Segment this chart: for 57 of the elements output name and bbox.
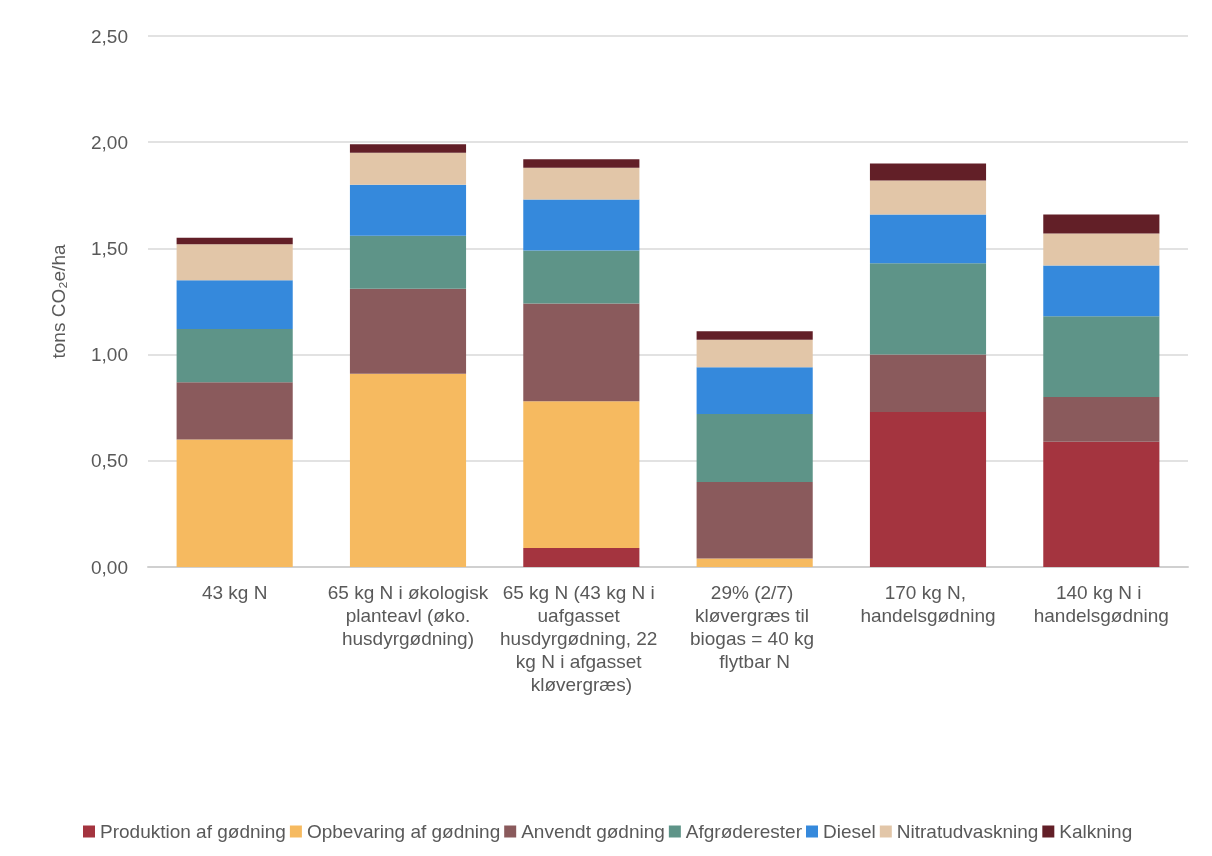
bar xyxy=(869,354,987,412)
bar xyxy=(869,180,987,215)
bar xyxy=(349,373,467,567)
x-tick-label: 43 kg N xyxy=(201,582,268,603)
legend-label: Opbevaring af gødning xyxy=(306,821,501,842)
x-tick-label: 65 kg N (43 kg N i uafgasset husdyrgødning, 22 kg N i afgasset kløvergræs) xyxy=(500,582,663,695)
legend-label: Nitratudvaskning xyxy=(896,821,1039,842)
legend-label: Produktion af gødning xyxy=(100,821,286,842)
bar xyxy=(696,482,813,559)
y-axis-title: tons CO₂e/ha xyxy=(48,244,69,359)
x-tick-label: 170 kg N, handelsgødning xyxy=(860,582,996,626)
bar xyxy=(349,184,467,236)
bar xyxy=(696,331,813,340)
legend-label: Anvendt gødning xyxy=(521,821,665,842)
x-tick-label: 65 kg N i økologisk planteavl (øko. husdyrgødning) xyxy=(327,582,489,649)
bar xyxy=(176,237,293,245)
bar xyxy=(349,235,467,289)
bar xyxy=(176,382,293,440)
bar xyxy=(349,152,467,185)
y-tick-label: 0,50 xyxy=(91,450,128,472)
bar xyxy=(176,439,293,567)
bar xyxy=(176,329,293,383)
bar xyxy=(523,159,640,168)
bar xyxy=(1043,265,1160,317)
bar xyxy=(523,303,640,402)
bar xyxy=(523,401,640,548)
y-tick-label: 2,50 xyxy=(91,25,128,47)
bar xyxy=(869,214,987,264)
bar xyxy=(869,263,987,355)
bar xyxy=(869,411,987,567)
legend-label: Diesel xyxy=(823,821,876,842)
y-tick-label: 1,00 xyxy=(91,344,128,366)
legend-label: Kalkning xyxy=(1059,821,1133,842)
legend-label: Afgrøderester xyxy=(685,821,803,842)
bar xyxy=(523,547,640,567)
bar xyxy=(1043,214,1160,234)
y-tick-label: 1,50 xyxy=(91,237,128,259)
bar xyxy=(1043,316,1160,398)
bar xyxy=(523,250,640,304)
bar xyxy=(696,339,813,368)
bar xyxy=(349,288,467,374)
bar xyxy=(696,367,813,415)
bar xyxy=(869,163,987,181)
bar xyxy=(1043,233,1160,266)
bar xyxy=(176,280,293,330)
bar xyxy=(1043,397,1160,442)
bar xyxy=(176,244,293,281)
y-tick-label: 2,00 xyxy=(91,131,128,153)
bar xyxy=(523,199,640,251)
x-tick-label: 29% (2/7) kløvergræs til biogas = 40 kg flytbar N xyxy=(689,582,820,672)
bar xyxy=(696,414,813,483)
bar xyxy=(523,167,640,200)
bar xyxy=(1043,441,1160,567)
x-tick-label: 140 kg N i handelsgødning xyxy=(1033,582,1169,626)
bar xyxy=(696,558,813,567)
bar xyxy=(349,144,467,153)
y-tick-label: 0,00 xyxy=(91,556,128,578)
